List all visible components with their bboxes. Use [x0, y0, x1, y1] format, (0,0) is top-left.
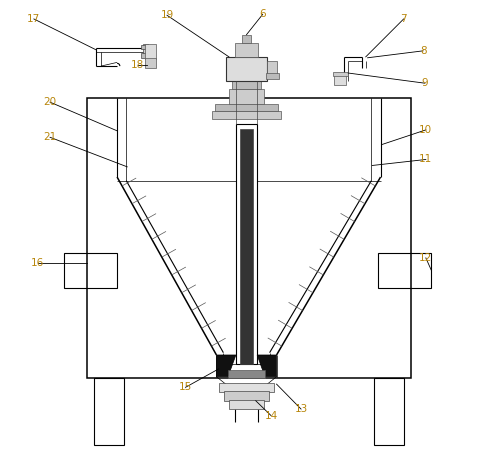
Text: 20: 20 [43, 97, 57, 107]
Bar [232, 81, 261, 89]
Bar [226, 57, 267, 81]
Text: 18: 18 [131, 60, 144, 70]
Text: 8: 8 [420, 46, 426, 56]
Bar [224, 391, 269, 401]
Bar [229, 89, 264, 104]
Text: 7: 7 [400, 14, 407, 24]
Bar [266, 73, 279, 79]
Text: 19: 19 [160, 10, 174, 20]
Bar [143, 44, 147, 56]
Bar [334, 74, 346, 85]
Polygon shape [216, 355, 236, 377]
Bar [212, 111, 281, 119]
Bar [141, 45, 149, 49]
Text: 12: 12 [419, 253, 432, 263]
Bar [64, 253, 117, 288]
Bar [229, 400, 264, 409]
Polygon shape [257, 355, 277, 377]
Text: 17: 17 [27, 14, 40, 24]
Bar [235, 43, 258, 57]
Bar [333, 72, 348, 76]
Text: 16: 16 [31, 258, 44, 267]
Text: 10: 10 [419, 125, 432, 135]
Bar [215, 104, 278, 111]
Bar [378, 253, 431, 288]
Text: 14: 14 [264, 411, 278, 420]
Bar [242, 35, 251, 43]
Bar [94, 378, 124, 445]
Bar [145, 44, 156, 59]
Bar [219, 383, 274, 392]
Text: 11: 11 [419, 154, 432, 165]
Bar [267, 61, 278, 75]
Bar [87, 99, 411, 378]
Text: 9: 9 [422, 78, 428, 88]
Bar [145, 58, 156, 68]
Bar [141, 53, 149, 58]
Bar [228, 370, 265, 378]
Bar [241, 128, 252, 364]
Text: 6: 6 [259, 9, 266, 20]
Text: 15: 15 [179, 382, 192, 392]
Bar [374, 378, 404, 445]
Text: 21: 21 [43, 132, 57, 142]
Bar [236, 124, 257, 364]
Text: 13: 13 [294, 404, 308, 414]
